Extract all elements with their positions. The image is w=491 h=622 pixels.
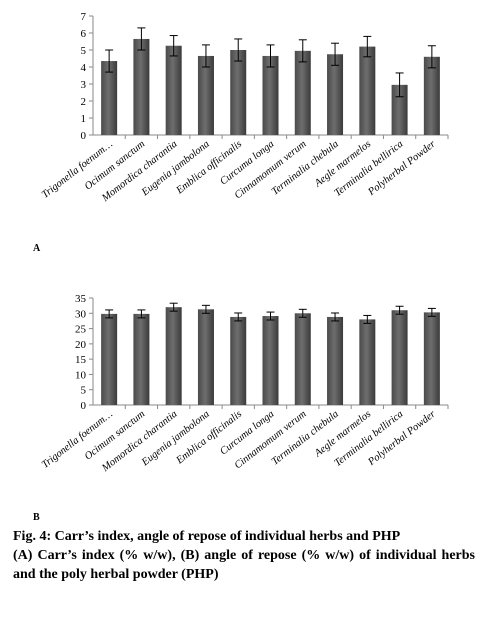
bar	[359, 46, 376, 135]
y-tick-label: 30	[75, 308, 87, 320]
y-tick-label: 7	[81, 11, 87, 23]
bar	[197, 55, 214, 136]
bar	[230, 316, 247, 405]
bar	[391, 84, 408, 135]
y-tick-label: 3	[81, 79, 87, 91]
bar	[101, 61, 118, 135]
y-tick-label: 4	[81, 62, 87, 74]
y-tick-label: 2	[81, 96, 87, 108]
bar	[133, 313, 150, 405]
bar	[165, 45, 182, 135]
bar	[262, 316, 279, 405]
bar	[294, 50, 311, 135]
figure-caption: Fig. 4: Carr’s index, angle of repose of…	[13, 527, 475, 584]
bar	[197, 309, 214, 405]
bar	[230, 50, 247, 135]
bar	[262, 55, 279, 136]
bar	[327, 54, 344, 135]
bar	[294, 313, 311, 405]
panel-label: B	[33, 512, 40, 523]
bar	[423, 312, 440, 405]
caption-title: Fig. 4: Carr’s index, angle of repose of…	[13, 529, 401, 544]
bar	[101, 313, 118, 405]
y-tick-label: 35	[75, 293, 87, 305]
y-tick-label: 5	[81, 385, 87, 397]
y-tick-label: 6	[81, 28, 87, 40]
y-tick-label: 0	[81, 400, 87, 412]
y-tick-label: 15	[75, 354, 87, 366]
bar	[165, 307, 182, 405]
y-tick-label: 20	[75, 339, 87, 351]
y-tick-label: 10	[75, 369, 87, 381]
y-tick-label: 5	[81, 45, 87, 57]
bar	[391, 310, 408, 405]
bar	[327, 316, 344, 405]
bar	[359, 319, 376, 405]
y-tick-label: 0	[81, 130, 87, 142]
y-tick-label: 25	[75, 324, 87, 336]
panel-label: A	[33, 243, 41, 254]
bar	[423, 56, 440, 135]
caption-description: (A) Carr’s index (% w/w), (B) angle of r…	[13, 548, 475, 582]
y-tick-label: 1	[81, 113, 87, 125]
bar	[133, 38, 150, 136]
